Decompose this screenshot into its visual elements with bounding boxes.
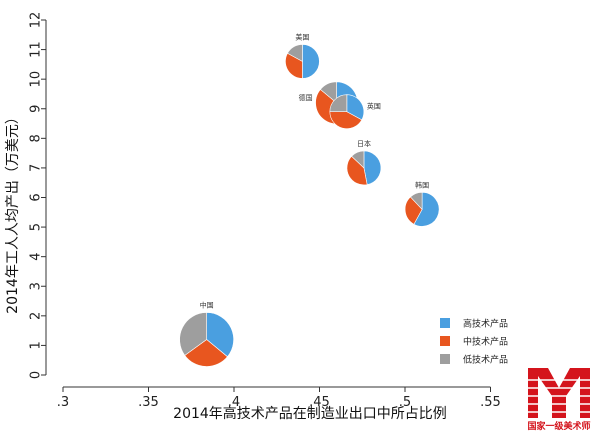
x-tick-label: .5 [399, 395, 411, 410]
pie-slice-中技术产品 [346, 155, 368, 186]
x-tick-label: .4 [228, 395, 240, 410]
pie-slice-低技术产品 [319, 81, 337, 104]
x-tick-label: .45 [309, 395, 330, 410]
legend-label: 高技术产品 [463, 318, 508, 330]
x-tick-label: .3 [57, 395, 69, 410]
x-tick-label: .35 [138, 395, 159, 410]
y-tick-label: 7 [29, 164, 44, 172]
pie-slice-低技术产品 [410, 192, 423, 211]
y-tick-label: 2 [29, 312, 44, 320]
pie-bubble: 韩国 [404, 180, 440, 227]
y-tick-label: 0 [29, 371, 44, 379]
legend-swatch [440, 354, 450, 364]
x-tick-label: .55 [480, 395, 501, 410]
y-tick-label: 10 [29, 71, 44, 88]
y-tick-label: 11 [29, 41, 44, 58]
pie-slice-高技术产品 [413, 192, 440, 227]
pie-bubble: 英国 [329, 94, 381, 129]
legend-label: 低技术产品 [463, 354, 508, 366]
y-tick-label: 5 [29, 223, 44, 231]
y-tick-label: 3 [29, 282, 44, 290]
pie-slice-中技术产品 [285, 52, 303, 79]
pie-slice-高技术产品 [363, 150, 382, 185]
y-tick-label: 12 [29, 12, 44, 29]
y-tick-label: 8 [29, 134, 44, 142]
pie-bubble: 日本 [346, 139, 382, 186]
bubble-label: 中国 [200, 301, 214, 310]
legend-swatch [440, 336, 450, 346]
bubble-label: 日本 [357, 139, 371, 148]
y-axis-title: 2014年工人人均产出（万美元） [5, 110, 21, 314]
pie-slice-高技术产品 [206, 312, 234, 358]
legend-label: 中技术产品 [463, 336, 508, 348]
pie-slice-中技术产品 [184, 339, 228, 367]
pie-slice-低技术产品 [329, 94, 348, 113]
bubble-label: 德国 [299, 93, 313, 102]
pie-slice-低技术产品 [179, 312, 207, 356]
pie-slice-高技术产品 [302, 44, 320, 79]
bubble-label: 韩国 [415, 180, 429, 189]
pie-bubble: 美国 [285, 32, 320, 79]
x-axis-ticks: .3 .35 .4 .45 .5 .55 [57, 387, 501, 410]
pie-slice-中技术产品 [329, 111, 363, 129]
watermark-logo: 国家一级美术师 [522, 362, 596, 432]
pie-slice-高技术产品 [346, 94, 365, 121]
y-tick-label: 6 [29, 193, 44, 201]
y-tick-label: 9 [29, 105, 44, 113]
y-tick-label: 1 [29, 341, 44, 349]
legend-swatch [440, 318, 450, 328]
pie-slice-中技术产品 [404, 196, 423, 225]
y-tick-label: 4 [29, 253, 44, 261]
watermark-emblem [528, 368, 590, 418]
bubble-label: 英国 [367, 102, 381, 111]
pie-slice-低技术产品 [287, 44, 303, 62]
x-axis-title: 2014年高技术产品在制造业出口中所占比例 [173, 405, 447, 422]
watermark-label: 国家一级美术师 [527, 420, 590, 432]
pie-bubble: 中国 [179, 301, 234, 367]
bubble-label: 美国 [295, 32, 309, 41]
pie-slice-低技术产品 [351, 150, 365, 169]
